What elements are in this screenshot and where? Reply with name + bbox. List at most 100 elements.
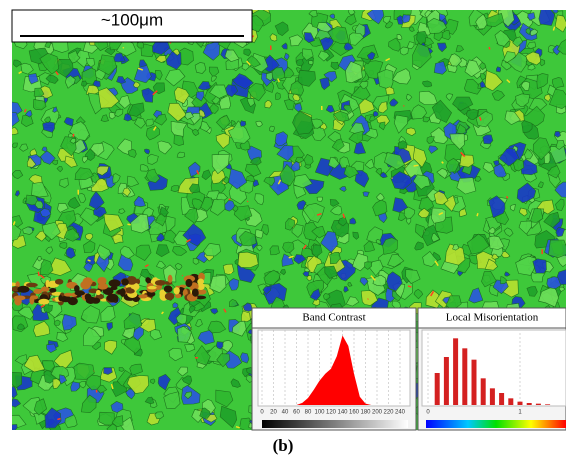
grain: [19, 143, 29, 152]
grain: [353, 142, 367, 155]
grain: [503, 227, 514, 237]
grain: [518, 207, 528, 217]
grain: [512, 36, 524, 48]
x-tick-label: 0: [426, 410, 430, 416]
grain: [118, 367, 125, 372]
x-tick-label: 140: [337, 410, 348, 416]
boundary: [152, 126, 157, 131]
grain: [422, 80, 433, 88]
grain: [479, 62, 487, 71]
grain: [127, 102, 145, 117]
grain: [413, 288, 424, 300]
dark-band: [102, 287, 114, 295]
dark-band: [147, 285, 157, 290]
grain: [359, 277, 369, 287]
grain: [210, 75, 217, 82]
grain: [405, 269, 421, 284]
grain: [145, 125, 161, 141]
grain: [555, 226, 566, 238]
grain: [468, 287, 484, 304]
grain: [80, 80, 88, 87]
grain: [194, 62, 207, 74]
grain: [12, 398, 22, 408]
grain: [141, 87, 155, 103]
dark-band: [108, 279, 121, 288]
dark-band: [17, 285, 30, 293]
grain: [428, 145, 439, 154]
grain: [155, 244, 170, 257]
dark-band: [196, 289, 207, 295]
dark-band: [85, 297, 96, 304]
grain: [405, 93, 413, 102]
grain: [85, 233, 94, 241]
grain: [14, 190, 20, 197]
grain: [354, 170, 370, 188]
dark-band: [74, 285, 80, 293]
grain: [330, 205, 343, 216]
grain: [274, 21, 289, 37]
grain: [263, 269, 281, 286]
x-tick-label: 0: [260, 410, 264, 416]
grain: [532, 258, 547, 274]
grain: [159, 206, 169, 218]
grain: [516, 182, 537, 204]
grain: [145, 118, 154, 127]
grain: [255, 229, 264, 239]
boundary: [40, 304, 46, 308]
grain: [21, 114, 34, 127]
grain: [162, 230, 177, 244]
grain: [116, 138, 133, 155]
grain: [539, 59, 546, 67]
grain: [232, 73, 254, 90]
grain: [103, 367, 113, 375]
grain: [274, 92, 281, 100]
grain: [485, 13, 504, 28]
grain: [412, 146, 427, 168]
boundary: [186, 238, 191, 243]
grain: [225, 57, 240, 71]
grain: [556, 39, 566, 55]
dark-band: [174, 293, 182, 299]
dark-band: [130, 282, 140, 291]
grain: [383, 16, 392, 25]
grain: [311, 225, 326, 239]
grain: [216, 353, 231, 368]
grain: [464, 78, 482, 95]
boundary: [137, 67, 144, 71]
grain: [323, 70, 338, 83]
grain: [138, 318, 157, 333]
grain: [112, 173, 121, 184]
grain: [194, 344, 211, 366]
grain: [436, 168, 449, 180]
grain: [139, 164, 149, 172]
grain: [149, 378, 156, 385]
grain: [343, 41, 354, 51]
grain: [552, 10, 559, 14]
dark-band: [80, 280, 91, 290]
grain: [43, 304, 53, 314]
grain: [406, 41, 415, 50]
grain: [97, 87, 120, 109]
grain: [359, 80, 369, 89]
grain: [495, 66, 502, 73]
grain: [165, 68, 186, 87]
grain: [509, 204, 516, 212]
grain: [73, 362, 95, 380]
grain: [69, 121, 90, 141]
grain: [132, 81, 141, 89]
boundary: [505, 195, 509, 199]
boundary: [479, 116, 482, 121]
grain: [308, 10, 318, 18]
grain: [17, 323, 26, 330]
grain: [281, 42, 288, 50]
boundary: [235, 425, 240, 429]
grain: [36, 256, 42, 262]
grain: [63, 228, 80, 242]
grain: [269, 125, 275, 132]
x-tick-label: 180: [360, 410, 371, 416]
grain: [433, 190, 449, 206]
grain: [88, 190, 105, 210]
boundary: [488, 46, 491, 50]
x-tick-label: 120: [326, 410, 337, 416]
